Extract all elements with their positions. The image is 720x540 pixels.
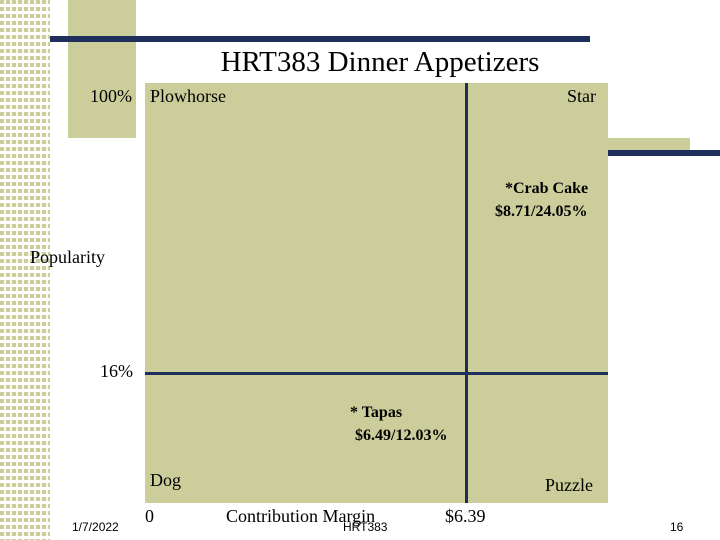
right-decor-bar	[608, 150, 720, 156]
page-number: 16	[670, 520, 684, 534]
x-threshold-label: $6.39	[445, 506, 486, 526]
x-axis-label: Contribution Margin	[226, 506, 376, 526]
quadrant-top-left-label: Plowhorse	[150, 86, 226, 106]
y-top-label: 100%	[90, 86, 132, 106]
horizontal-divider	[145, 372, 608, 375]
x-origin-label: 0	[145, 506, 154, 526]
top-decor-bar	[50, 36, 590, 42]
quadrant-top-right-label: Star	[567, 86, 596, 106]
item-crab-cake-detail: $8.71/24.05%	[495, 203, 588, 220]
item-tapas-name: * Tapas	[350, 404, 403, 421]
quadrant-bottom-left-label: Dog	[150, 470, 181, 490]
left-stripe-decoration	[0, 0, 50, 540]
menu-matrix-plot	[145, 83, 608, 503]
slide-title: HRT383 Dinner Appetizers	[220, 46, 540, 78]
vertical-divider	[465, 83, 468, 503]
y-axis-label: Popularity	[30, 247, 105, 267]
item-tapas-detail: $6.49/12.03%	[355, 427, 448, 444]
quadrant-bottom-right-label: Puzzle	[545, 475, 593, 495]
y-threshold-label: 16%	[100, 361, 133, 381]
top-decor-block	[68, 0, 136, 138]
footer-date: 1/7/2022	[72, 520, 119, 534]
item-crab-cake-name: *Crab Cake	[505, 180, 589, 197]
footer-center-text: HRT383	[343, 520, 388, 534]
